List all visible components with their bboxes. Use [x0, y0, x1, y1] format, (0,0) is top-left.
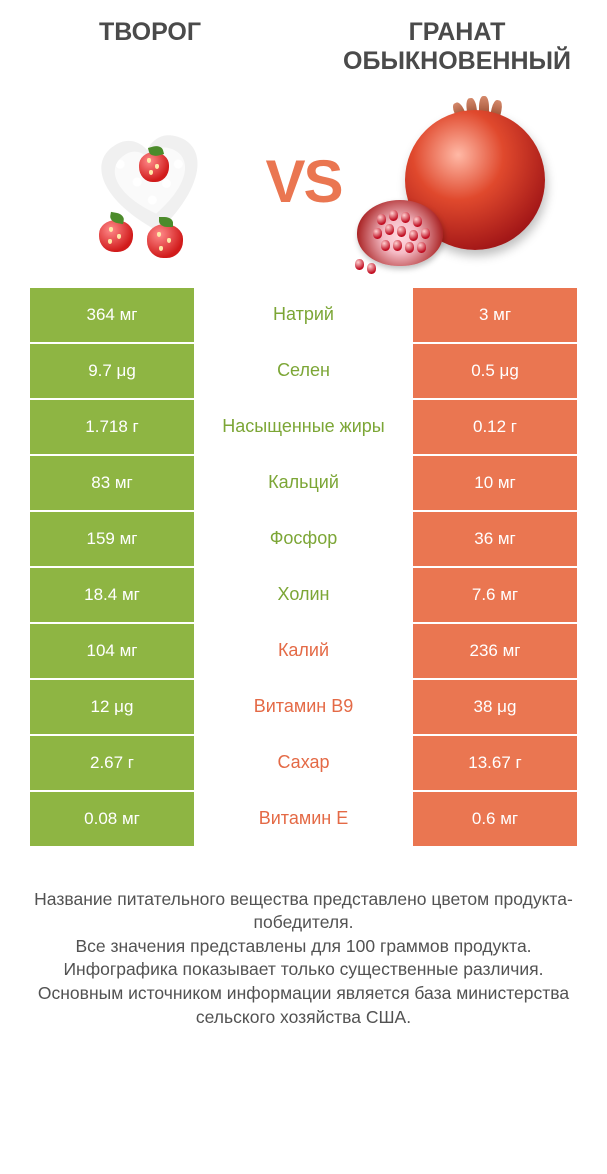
nutrient-label: Холин: [194, 568, 413, 622]
right-value: 10 мг: [413, 456, 577, 510]
footer-line: Инфографика показывает только существенн…: [28, 958, 579, 982]
table-row: 9.7 μgСелен0.5 μg: [30, 344, 577, 400]
right-value: 0.6 мг: [413, 792, 577, 846]
table-row: 18.4 мгХолин7.6 мг: [30, 568, 577, 624]
right-value: 0.5 μg: [413, 344, 577, 398]
table-row: 83 мгКальций10 мг: [30, 456, 577, 512]
left-value: 9.7 μg: [30, 344, 194, 398]
left-value: 1.718 г: [30, 400, 194, 454]
comparison-table: 364 мгНатрий3 мг9.7 μgСелен0.5 μg1.718 г…: [30, 288, 577, 848]
left-value: 0.08 мг: [30, 792, 194, 846]
footer-notes: Название питательного вещества представл…: [28, 888, 579, 1030]
nutrient-label: Фосфор: [194, 512, 413, 566]
nutrient-label: Кальций: [194, 456, 413, 510]
left-value: 159 мг: [30, 512, 194, 566]
nutrient-label: Натрий: [194, 288, 413, 342]
table-row: 1.718 гНасыщенные жиры0.12 г: [30, 400, 577, 456]
right-value: 36 мг: [413, 512, 577, 566]
footer-line: Основным источником информации является …: [28, 982, 579, 1029]
right-value: 236 мг: [413, 624, 577, 678]
nutrient-label: Витамин B9: [194, 680, 413, 734]
nutrient-label: Селен: [194, 344, 413, 398]
table-row: 2.67 гСахар13.67 г: [30, 736, 577, 792]
left-value: 12 μg: [30, 680, 194, 734]
left-title: ТВОРОГ: [10, 18, 290, 47]
footer-line: Название питательного вещества представл…: [28, 888, 579, 935]
right-value: 38 μg: [413, 680, 577, 734]
cottage-cheese-icon: [69, 102, 239, 262]
left-value: 104 мг: [30, 624, 194, 678]
footer-line: Все значения представлены для 100 граммо…: [28, 935, 579, 959]
left-value: 83 мг: [30, 456, 194, 510]
right-value: 0.12 г: [413, 400, 577, 454]
left-image: [49, 92, 259, 272]
right-value: 3 мг: [413, 288, 577, 342]
header: ТВОРОГ ГРАНАТ ОБЫКНОВЕННЫЙ: [0, 0, 607, 76]
left-value: 364 мг: [30, 288, 194, 342]
right-value: 7.6 мг: [413, 568, 577, 622]
right-title: ГРАНАТ ОБЫКНОВЕННЫЙ: [317, 18, 597, 76]
right-image: [348, 92, 558, 272]
nutrient-label: Насыщенные жиры: [194, 400, 413, 454]
table-row: 364 мгНатрий3 мг: [30, 288, 577, 344]
vs-label: VS: [265, 147, 341, 216]
table-row: 0.08 мгВитамин E0.6 мг: [30, 792, 577, 848]
left-value: 2.67 г: [30, 736, 194, 790]
right-value: 13.67 г: [413, 736, 577, 790]
table-row: 12 μgВитамин B938 μg: [30, 680, 577, 736]
nutrient-label: Сахар: [194, 736, 413, 790]
left-value: 18.4 мг: [30, 568, 194, 622]
table-row: 104 мгКалий236 мг: [30, 624, 577, 680]
nutrient-label: Витамин E: [194, 792, 413, 846]
table-row: 159 мгФосфор36 мг: [30, 512, 577, 568]
pomegranate-icon: [353, 92, 553, 272]
images-row: VS: [0, 82, 607, 282]
nutrient-label: Калий: [194, 624, 413, 678]
